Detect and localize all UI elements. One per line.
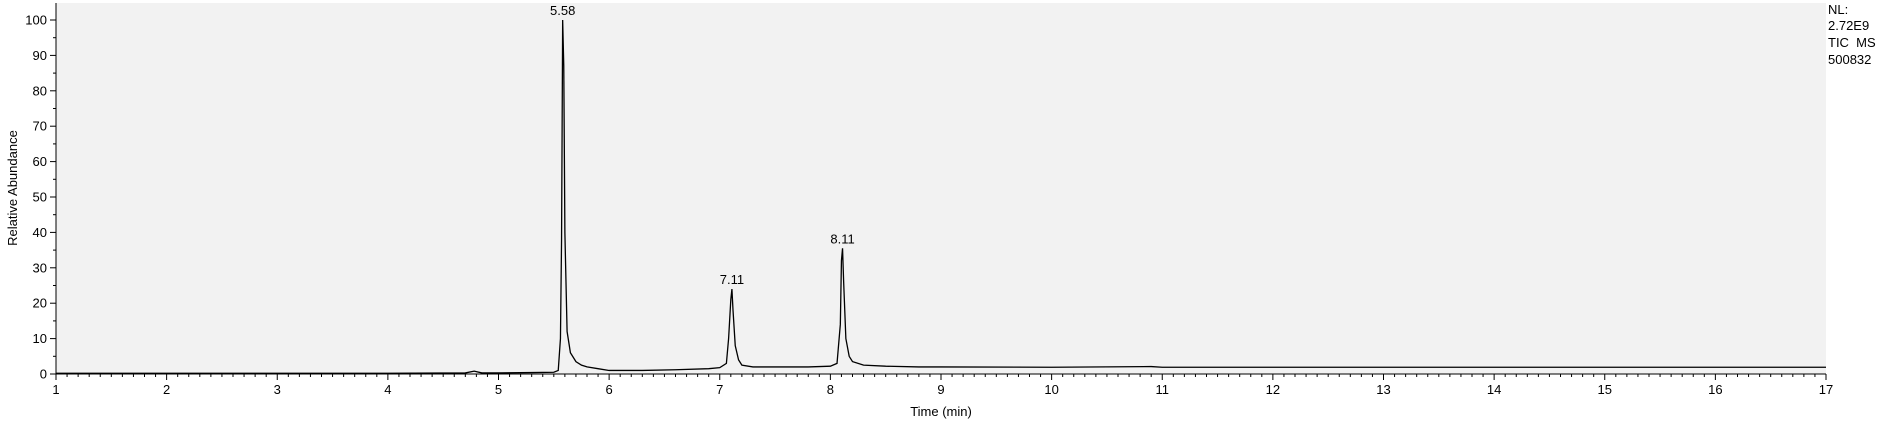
x-tick-label: 2	[163, 382, 170, 397]
y-axis: 0 10 20 30 40 50 60 70 80 90 100	[25, 13, 56, 382]
x-tick-label: 16	[1708, 382, 1722, 397]
x-tick-label: 1	[52, 382, 59, 397]
peak-label: 5.58	[550, 3, 575, 18]
y-tick-label: 40	[33, 225, 47, 240]
y-tick-label: 30	[33, 260, 47, 275]
info-line-id: 500832	[1828, 52, 1871, 67]
y-tick-label: 10	[33, 331, 47, 346]
info-box: NL: 2.72E9 TIC MS 500832	[1828, 2, 1876, 67]
x-tick-label: 8	[827, 382, 834, 397]
y-tick-label: 50	[33, 190, 47, 205]
x-tick-label: 15	[1598, 382, 1612, 397]
x-tick-label: 3	[274, 382, 281, 397]
x-tick-label: 13	[1376, 382, 1390, 397]
x-tick-label: 10	[1044, 382, 1058, 397]
x-tick-label: 6	[606, 382, 613, 397]
y-tick-label: 70	[33, 119, 47, 134]
y-tick-label: 90	[33, 48, 47, 63]
x-tick-label: 12	[1266, 382, 1280, 397]
x-tick-label: 5	[495, 382, 502, 397]
plot-area	[56, 3, 1826, 374]
peak-label: 7.11	[720, 272, 744, 287]
info-line-nl: NL:	[1828, 2, 1848, 17]
x-axis: 1 2 3 4 5 6 7 8 9 10 11 12 13 14 15 16 17	[52, 374, 1833, 397]
x-tick-label: 14	[1487, 382, 1501, 397]
x-tick-label: 17	[1819, 382, 1833, 397]
peak-label: 8.11	[830, 231, 854, 246]
x-tick-label: 7	[716, 382, 723, 397]
y-tick-label: 0	[40, 367, 47, 382]
y-tick-label: 80	[33, 83, 47, 98]
tic-trace	[56, 19, 1826, 374]
y-axis-title: Relative Abundance	[5, 130, 20, 246]
info-line-nl-value: 2.72E9	[1828, 18, 1869, 33]
x-tick-label: 9	[937, 382, 944, 397]
y-tick-label: 100	[25, 13, 47, 28]
x-tick-label: 11	[1156, 382, 1170, 397]
y-tick-label: 20	[33, 296, 47, 311]
y-tick-label: 60	[33, 154, 47, 169]
info-line-scan-type: TIC MS	[1828, 35, 1876, 50]
x-axis-title: Time (min)	[910, 404, 972, 419]
x-tick-label: 4	[384, 382, 391, 397]
peak-labels: 5.58 7.11 8.11	[550, 3, 855, 287]
